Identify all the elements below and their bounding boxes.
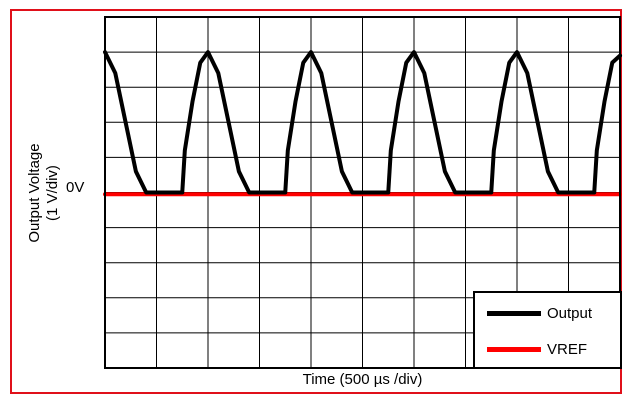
legend-label-output: Output [547, 304, 593, 322]
legend-swatch-vref [487, 346, 541, 352]
x-axis-label: Time (500 µs /div) [302, 371, 423, 388]
y-axis-label: Output Voltage (1 V/div) [26, 103, 62, 283]
plot-border [104, 16, 621, 369]
y-axis-scale: (1 V/div) [44, 165, 61, 221]
legend-item-output: Output [487, 303, 592, 323]
legend-item-vref: VREF [487, 339, 587, 359]
legend: Output VREF [473, 291, 622, 369]
legend-swatch-output [487, 310, 541, 316]
legend-label-vref: VREF [547, 340, 588, 358]
series-line-output [103, 50, 622, 195]
zero-volt-label: 0V [66, 179, 85, 196]
y-axis-title: Output Voltage [26, 143, 43, 243]
